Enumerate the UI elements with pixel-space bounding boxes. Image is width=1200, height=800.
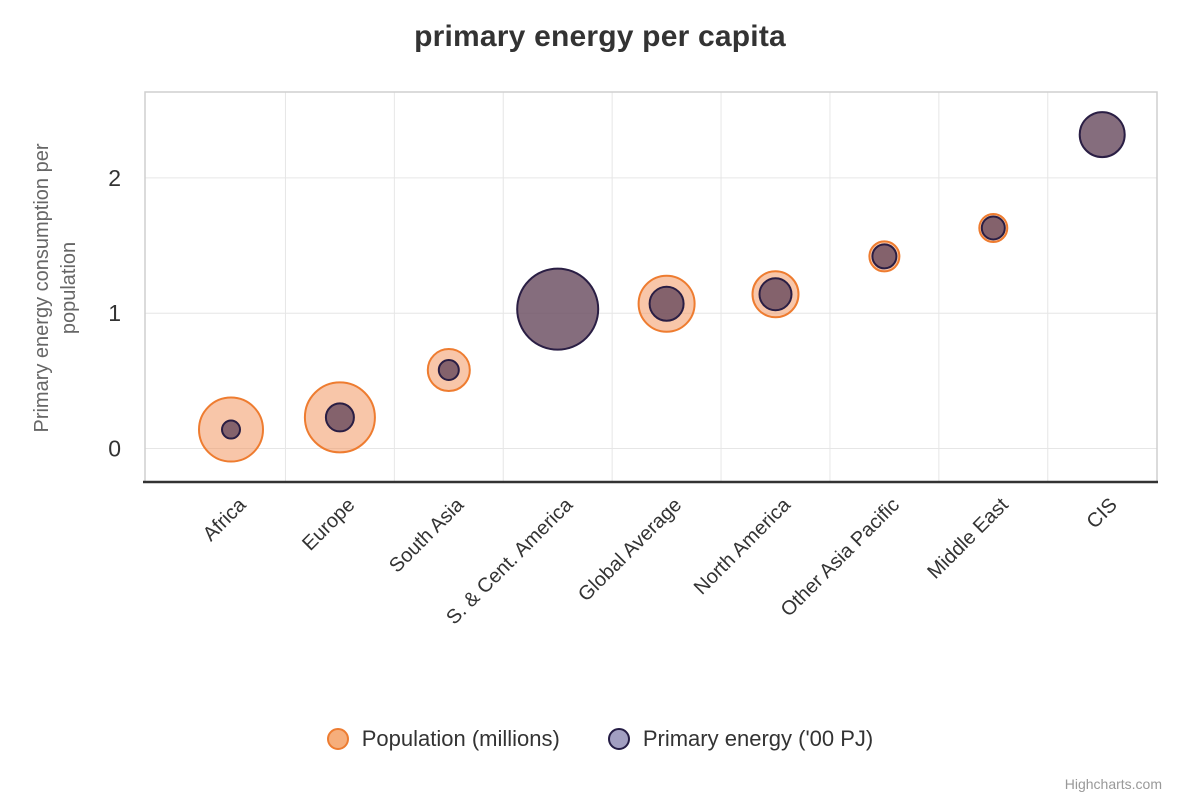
legend-item-primary-energy[interactable]: Primary energy ('00 PJ) [607,726,874,752]
legend-item-population[interactable]: Population (millions) [326,726,560,752]
highcharts-credit[interactable]: Highcharts.com [1064,776,1162,792]
bubble-energy-other-asia-pacific[interactable] [871,243,898,270]
population-legend-marker-icon [326,728,349,750]
x-tick-label-africa: Africa [199,493,251,545]
primary-energy-legend-marker-icon [607,728,630,750]
x-tick-label-south-asia: South Asia [385,493,469,577]
bubble-energy-cis[interactable] [1078,111,1126,159]
bubble-energy-europe[interactable] [324,402,355,433]
bubble-energy-north-america[interactable] [758,277,793,312]
x-tick-label-cis: CIS [1083,494,1122,533]
bubble-energy-africa[interactable] [221,419,241,440]
y-tick-label-1: 1 [108,300,121,326]
x-tick-label-europe: Europe [298,494,359,555]
bubble-energy-global-average[interactable] [648,285,685,322]
legend-label: Primary energy ('00 PJ) [642,726,874,751]
chart-title: primary energy per capita [414,20,786,53]
bubble-energy-s-cent-america[interactable] [516,267,600,351]
x-tick-label-other-asia-pacific: Other Asia Pacific [777,494,904,621]
legend-label: Population (millions) [361,726,560,751]
chart-legend: Population (millions) Primary energy ('00… [0,726,1200,752]
y-tick-label-2: 2 [108,165,121,191]
bubble-energy-south-asia[interactable] [437,359,460,382]
bubble-energy-middle-east[interactable] [980,215,1006,241]
x-tick-label-global-average: Global Average [574,494,686,606]
y-tick-label-0: 0 [108,436,121,462]
x-tick-label-middle-east: Middle East [923,494,1013,584]
x-tick-label-north-america: North America [690,493,796,599]
